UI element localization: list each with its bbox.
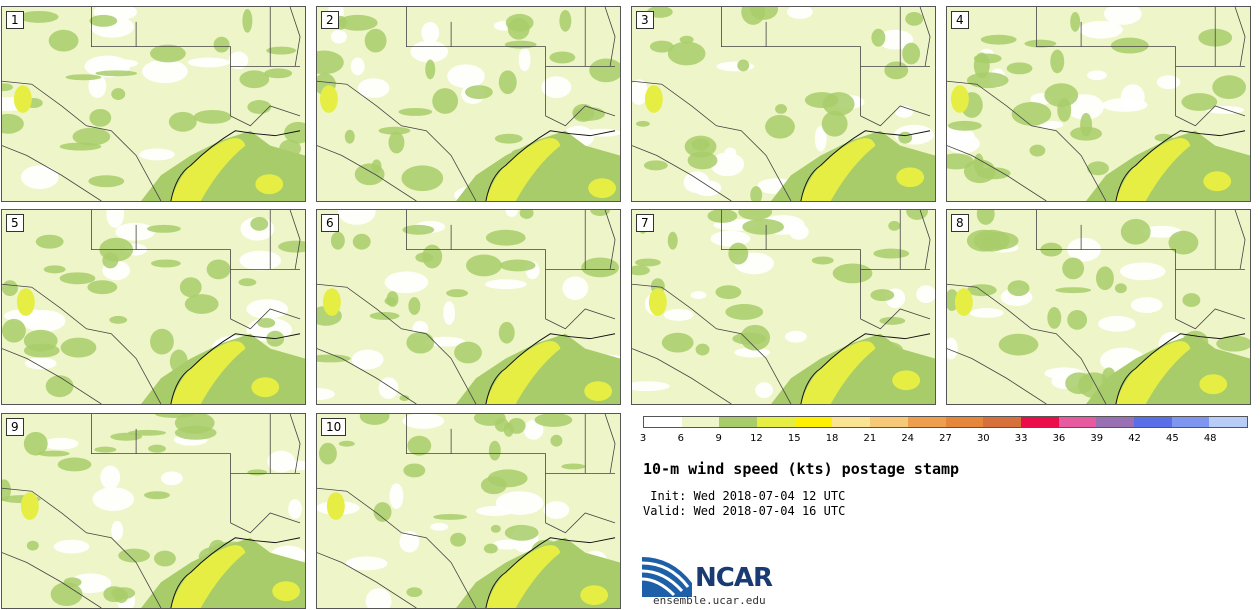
- init-time: Init: Wed 2018-07-04 12 UTC: [643, 489, 846, 503]
- colorbar-segment: [1020, 417, 1059, 427]
- colorbar-segment: [945, 417, 984, 427]
- colorbar-tick-label: 42: [1128, 433, 1141, 444]
- colorbar-tick-label: 27: [939, 433, 952, 444]
- wind-speed-map: [2, 7, 305, 201]
- member-label: 2: [321, 11, 339, 29]
- map-panel[interactable]: 4: [946, 6, 1251, 202]
- wind-speed-map: [317, 210, 620, 404]
- colorbar-tick-label: 9: [715, 433, 722, 444]
- map-panel[interactable]: 2: [316, 6, 621, 202]
- colorbar-tick-label: 21: [863, 433, 877, 444]
- member-label: 8: [951, 214, 969, 232]
- wind-speed-map: [947, 210, 1250, 404]
- wind-speed-map: [632, 7, 935, 201]
- colorbar-segment: [1058, 417, 1097, 427]
- wind-speed-map: [632, 210, 935, 404]
- member-label: 6: [321, 214, 339, 232]
- colorbar-segment: [1096, 417, 1134, 427]
- colorbar-tick-label: 33: [1014, 433, 1028, 444]
- ncar-logo-icon: [642, 557, 692, 597]
- member-label: 4: [951, 11, 969, 29]
- colorbar-segment: [757, 417, 795, 427]
- colorbar-tick-label: 12: [750, 433, 763, 444]
- colorbar-segment: [983, 417, 1021, 427]
- wind-speed-map: [2, 414, 305, 608]
- colorbar-segment: [1209, 417, 1247, 427]
- colorbar-segment: [1133, 417, 1172, 427]
- colorbar-tick-label: 18: [825, 433, 839, 444]
- valid-time: Valid: Wed 2018-07-04 16 UTC: [643, 504, 846, 518]
- colorbar-tick-label: 36: [1052, 433, 1066, 444]
- chart-title: 10-m wind speed (kts) postage stamp: [643, 460, 960, 478]
- colorbar-segment: [644, 417, 682, 427]
- wind-speed-map: [2, 210, 305, 404]
- colorbar-tick-label: 3: [639, 433, 647, 444]
- map-panel[interactable]: 10: [316, 413, 621, 609]
- member-label: 1: [6, 11, 24, 29]
- member-label: 3: [636, 11, 654, 29]
- map-panel[interactable]: 5: [1, 209, 306, 405]
- colorbar-tick-label: 45: [1166, 433, 1179, 444]
- ncar-logo-text: NCAR: [695, 563, 773, 593]
- map-panel[interactable]: 6: [316, 209, 621, 405]
- ncar-url[interactable]: ensemble.ucar.edu: [653, 594, 766, 607]
- map-panel[interactable]: 3: [631, 6, 936, 202]
- map-panel[interactable]: 1: [1, 6, 306, 202]
- colorbar-segment: [870, 417, 908, 427]
- colorbar-tick-label: 48: [1203, 433, 1217, 444]
- member-label: 5: [6, 214, 24, 232]
- colorbar-segment: [681, 417, 720, 427]
- colorbar-tick-label: 39: [1090, 433, 1104, 444]
- map-panel[interactable]: 9: [1, 413, 306, 609]
- colorbar-tick-label: 24: [901, 433, 915, 444]
- colorbar-tick-label: 6: [677, 433, 684, 444]
- colorbar-segment: [832, 417, 871, 427]
- colorbar-segment: [1171, 417, 1210, 427]
- wind-speed-map: [947, 7, 1250, 201]
- colorbar-segment: [719, 417, 758, 427]
- wind-speed-map: [317, 7, 620, 201]
- colorbar-tick-label: 30: [976, 433, 990, 444]
- colorbar-segment: [907, 417, 946, 427]
- colorbar-segment: [794, 417, 833, 427]
- colorbar-ticks: 3 6 9 12 15 18 21 24 27 30 33 36 39 42 45 48: [639, 431, 1248, 445]
- map-panel[interactable]: 8: [946, 209, 1251, 405]
- member-label: 7: [636, 214, 654, 232]
- colorbar-tick-label: 15: [787, 433, 801, 444]
- map-panel[interactable]: 7: [631, 209, 936, 405]
- member-label: 9: [6, 418, 24, 436]
- wind-speed-map: [317, 414, 620, 608]
- member-label: 10: [321, 418, 347, 436]
- colorbar: [643, 416, 1248, 428]
